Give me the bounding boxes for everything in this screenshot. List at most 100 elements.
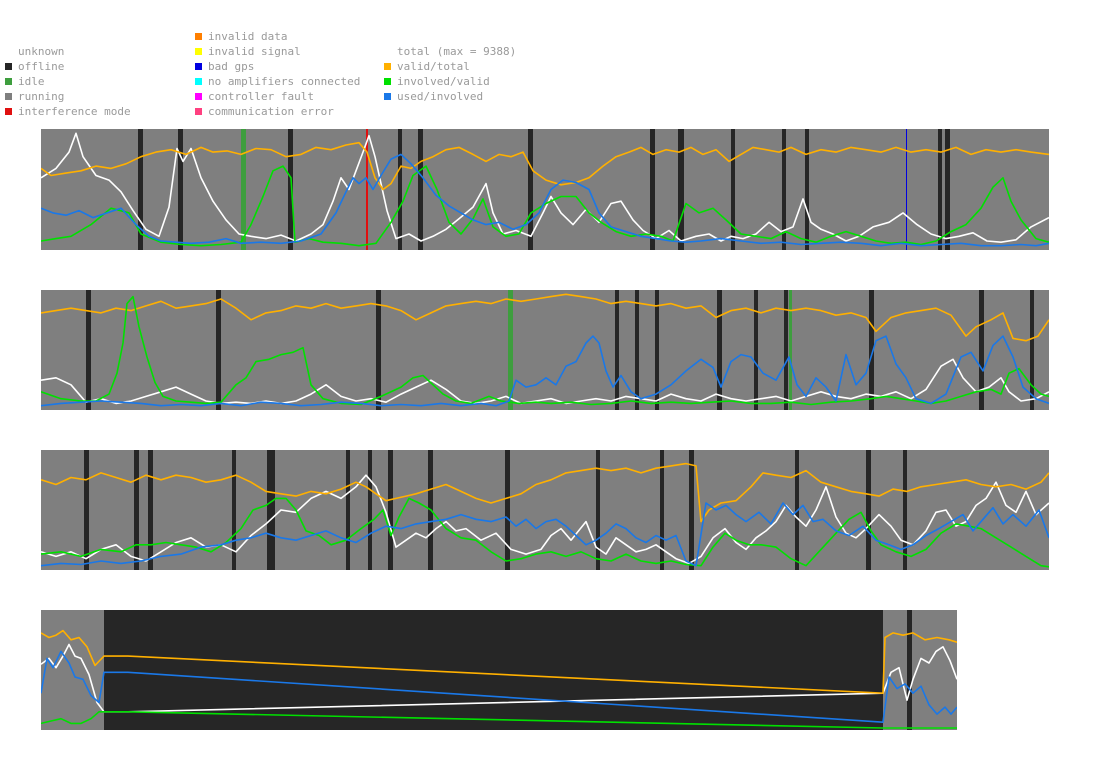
state-band-interference-mode xyxy=(366,129,368,250)
state-band-offline xyxy=(346,450,350,570)
legend-swatch-idle xyxy=(5,78,12,85)
series-line-valid-total xyxy=(41,293,1049,342)
legend-swatch-running xyxy=(5,93,12,100)
legend-label: no amplifiers connected xyxy=(208,75,361,88)
legend-swatch-unknown xyxy=(5,48,12,55)
legend-item-involved-valid: involved/valid xyxy=(384,74,490,89)
legend-swatch-no-amplifiers-connected xyxy=(195,78,202,85)
state-band-offline xyxy=(596,450,600,570)
state-band-offline xyxy=(689,450,694,570)
series-line-valid-total xyxy=(41,629,957,694)
legend-item-running: running xyxy=(5,89,64,104)
state-band-offline xyxy=(528,129,533,250)
legend-swatch-invalid-data xyxy=(195,33,202,40)
state-band-offline xyxy=(418,129,423,250)
state-band-offline xyxy=(660,450,664,570)
legend-swatch-controller-fault xyxy=(195,93,202,100)
legend-label: idle xyxy=(18,75,45,88)
state-band-offline xyxy=(104,610,883,730)
legend-label: unknown xyxy=(18,45,65,58)
chart-panel-row-4 xyxy=(41,610,957,730)
state-band-offline xyxy=(754,290,758,410)
series-line-involved-valid xyxy=(41,497,1049,568)
state-band-offline xyxy=(178,129,183,250)
chart-panel-row-2 xyxy=(41,290,1049,410)
state-band-offline xyxy=(505,450,510,570)
state-band-offline xyxy=(232,450,236,570)
legend-swatch-invalid-signal xyxy=(195,48,202,55)
legend-label: involved/valid xyxy=(397,75,490,88)
legend-swatch-total-max-9388 xyxy=(384,48,391,55)
legend-item-offline: offline xyxy=(5,59,64,74)
legend-label: running xyxy=(18,90,65,103)
legend-swatch-bad-gps xyxy=(195,63,202,70)
legend-item-valid-total: valid/total xyxy=(384,59,470,74)
state-band-offline xyxy=(1030,290,1034,410)
state-band-offline xyxy=(938,129,942,250)
series-line-involved-valid xyxy=(41,295,1049,406)
state-band-offline xyxy=(903,450,907,570)
state-band-offline xyxy=(655,290,659,410)
legend-item-unknown: unknown xyxy=(5,44,64,59)
legend-item-idle: idle xyxy=(5,74,45,89)
state-band-offline xyxy=(635,290,639,410)
series-line-total xyxy=(41,474,1049,565)
chart-panel-row-3 xyxy=(41,450,1049,570)
legend-item-no-amplifiers-connected: no amplifiers connected xyxy=(195,74,360,89)
state-band-offline xyxy=(376,290,381,410)
chart-svg xyxy=(41,610,957,730)
legend-swatch-valid-total xyxy=(384,63,391,70)
state-band-idle xyxy=(241,129,246,250)
legend-item-invalid-signal: invalid signal xyxy=(195,44,301,59)
state-band-offline xyxy=(869,290,874,410)
legend-label: valid/total xyxy=(397,60,470,73)
state-band-offline xyxy=(717,290,722,410)
series-line-used-involved xyxy=(41,153,1049,247)
state-band-idle xyxy=(789,290,792,410)
state-band-offline xyxy=(907,610,912,730)
state-band-offline xyxy=(388,450,393,570)
state-band-offline xyxy=(866,450,871,570)
state-band-offline xyxy=(945,129,950,250)
series-line-total xyxy=(41,132,1049,243)
state-band-idle xyxy=(508,290,513,410)
legend-label: offline xyxy=(18,60,65,73)
series-line-used-involved xyxy=(41,650,957,723)
state-band-offline xyxy=(979,290,984,410)
state-band-offline xyxy=(615,290,619,410)
legend-label: invalid data xyxy=(208,30,288,43)
state-band-offline xyxy=(650,129,655,250)
state-band-offline xyxy=(86,290,91,410)
legend-label: used/involved xyxy=(397,90,484,103)
chart-panel-row-1 xyxy=(41,129,1049,250)
state-band-offline xyxy=(782,129,786,250)
state-band-offline xyxy=(148,450,153,570)
series-line-involved-valid xyxy=(41,711,957,729)
legend-label: invalid signal xyxy=(208,45,301,58)
legend-item-communication-error: communication error xyxy=(195,104,334,119)
legend-label: controller fault xyxy=(208,90,314,103)
state-band-offline xyxy=(784,290,788,410)
state-band-offline xyxy=(678,129,684,250)
legend-item-controller-fault: controller fault xyxy=(195,89,314,104)
legend-item-total-max-9388: total (max = 9388) xyxy=(384,44,516,59)
series-line-valid-total xyxy=(41,141,1049,191)
state-band-offline xyxy=(138,129,143,250)
legend-swatch-involved-valid xyxy=(384,78,391,85)
legend-swatch-used-involved xyxy=(384,93,391,100)
legend-item-used-involved: used/involved xyxy=(384,89,483,104)
chart-svg xyxy=(41,129,1049,250)
chart-svg xyxy=(41,290,1049,410)
legend-swatch-offline xyxy=(5,63,12,70)
state-band-offline xyxy=(267,450,275,570)
legend-item-interference-mode: interference mode xyxy=(5,104,131,119)
state-band-offline xyxy=(216,290,221,410)
legend-swatch-interference-mode xyxy=(5,108,12,115)
state-band-offline xyxy=(805,129,809,250)
state-band-bad-gps xyxy=(906,129,907,250)
legend-item-bad-gps: bad gps xyxy=(195,59,254,74)
series-line-involved-valid xyxy=(41,165,1049,247)
series-line-used-involved xyxy=(41,335,1049,407)
state-band-offline xyxy=(134,450,139,570)
state-band-offline xyxy=(288,129,293,250)
